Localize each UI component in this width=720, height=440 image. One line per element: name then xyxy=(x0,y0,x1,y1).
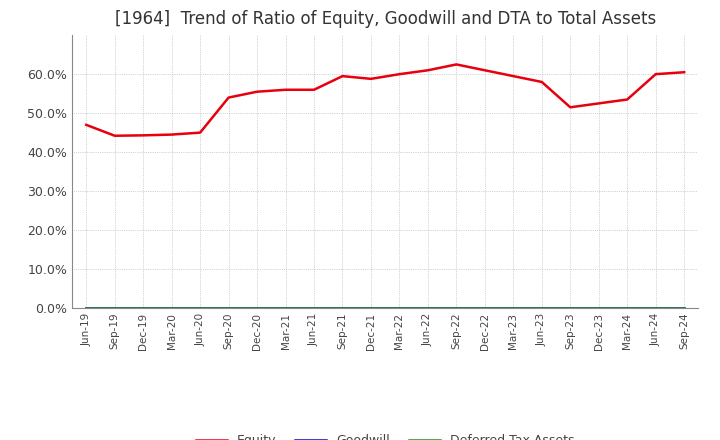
Deferred Tax Assets xyxy=(366,305,375,311)
Equity xyxy=(82,122,91,128)
Deferred Tax Assets xyxy=(395,305,404,311)
Equity xyxy=(253,89,261,94)
Equity xyxy=(225,95,233,100)
Deferred Tax Assets xyxy=(110,305,119,311)
Deferred Tax Assets xyxy=(282,305,290,311)
Deferred Tax Assets xyxy=(537,305,546,311)
Goodwill xyxy=(253,305,261,311)
Goodwill xyxy=(452,305,461,311)
Deferred Tax Assets xyxy=(338,305,347,311)
Equity xyxy=(310,87,318,92)
Deferred Tax Assets xyxy=(196,305,204,311)
Equity xyxy=(338,73,347,79)
Goodwill xyxy=(338,305,347,311)
Equity xyxy=(595,101,603,106)
Legend: Equity, Goodwill, Deferred Tax Assets: Equity, Goodwill, Deferred Tax Assets xyxy=(191,429,580,440)
Equity xyxy=(366,76,375,81)
Goodwill xyxy=(225,305,233,311)
Goodwill xyxy=(480,305,489,311)
Deferred Tax Assets xyxy=(480,305,489,311)
Deferred Tax Assets xyxy=(595,305,603,311)
Deferred Tax Assets xyxy=(310,305,318,311)
Equity xyxy=(423,68,432,73)
Goodwill xyxy=(282,305,290,311)
Goodwill xyxy=(566,305,575,311)
Equity xyxy=(680,70,688,75)
Goodwill xyxy=(509,305,518,311)
Equity xyxy=(196,130,204,135)
Title: [1964]  Trend of Ratio of Equity, Goodwill and DTA to Total Assets: [1964] Trend of Ratio of Equity, Goodwil… xyxy=(114,10,656,28)
Goodwill xyxy=(167,305,176,311)
Goodwill xyxy=(196,305,204,311)
Deferred Tax Assets xyxy=(167,305,176,311)
Equity xyxy=(566,105,575,110)
Goodwill xyxy=(110,305,119,311)
Goodwill xyxy=(310,305,318,311)
Deferred Tax Assets xyxy=(139,305,148,311)
Deferred Tax Assets xyxy=(680,305,688,311)
Goodwill xyxy=(395,305,404,311)
Equity xyxy=(623,97,631,102)
Goodwill xyxy=(537,305,546,311)
Equity xyxy=(139,133,148,138)
Equity xyxy=(110,133,119,139)
Equity xyxy=(282,87,290,92)
Equity xyxy=(167,132,176,137)
Goodwill xyxy=(680,305,688,311)
Deferred Tax Assets xyxy=(423,305,432,311)
Goodwill xyxy=(82,305,91,311)
Equity xyxy=(509,73,518,79)
Equity xyxy=(395,72,404,77)
Deferred Tax Assets xyxy=(623,305,631,311)
Goodwill xyxy=(423,305,432,311)
Goodwill xyxy=(652,305,660,311)
Equity xyxy=(480,68,489,73)
Equity xyxy=(452,62,461,67)
Deferred Tax Assets xyxy=(652,305,660,311)
Deferred Tax Assets xyxy=(566,305,575,311)
Deferred Tax Assets xyxy=(225,305,233,311)
Deferred Tax Assets xyxy=(82,305,91,311)
Equity xyxy=(652,72,660,77)
Goodwill xyxy=(366,305,375,311)
Deferred Tax Assets xyxy=(509,305,518,311)
Goodwill xyxy=(623,305,631,311)
Goodwill xyxy=(139,305,148,311)
Goodwill xyxy=(595,305,603,311)
Line: Equity: Equity xyxy=(86,64,684,136)
Equity xyxy=(537,79,546,84)
Deferred Tax Assets xyxy=(253,305,261,311)
Deferred Tax Assets xyxy=(452,305,461,311)
